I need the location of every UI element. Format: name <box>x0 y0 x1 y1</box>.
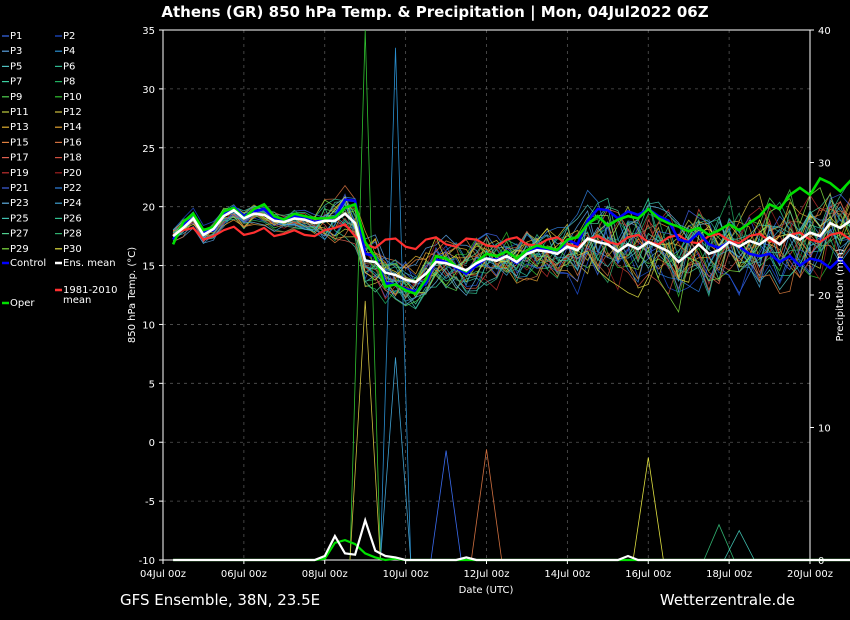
legend-label: Control <box>10 258 46 269</box>
legend-label: Oper <box>10 298 35 309</box>
y-axis-ticks: 35 30 25 20 15 10 5 0 -5 -10 <box>139 26 163 567</box>
member-precip-spike-1 <box>380 47 412 561</box>
member-line-4 <box>172 201 850 293</box>
x-tick-label: 10Jul 00z <box>383 569 429 580</box>
member-precip-spike-2 <box>380 357 412 561</box>
footer-left: GFS Ensemble, 38N, 23.5E <box>120 591 320 609</box>
legend-label: P30 <box>63 244 82 255</box>
y2-tick-label: 30 <box>818 159 831 170</box>
y-tick-label: 25 <box>142 144 155 155</box>
legend-label: P12 <box>63 107 82 118</box>
legend-label: P24 <box>63 198 82 209</box>
y-tick-label: -10 <box>139 556 155 567</box>
member-precip-spike-8 <box>703 523 735 561</box>
legend-label: P11 <box>10 107 29 118</box>
x-tick-label: 20Jul 00z <box>787 569 833 580</box>
legend-label: P13 <box>10 122 29 133</box>
legend-label: Ens. mean <box>63 258 116 269</box>
legend-label: P18 <box>63 153 82 164</box>
y-tick-label: -5 <box>145 497 155 508</box>
legend-label: P23 <box>10 198 29 209</box>
y-tick-label: 15 <box>142 262 155 273</box>
y2-tick-label: 10 <box>818 424 831 435</box>
member-line-8 <box>172 194 850 305</box>
x-tick-label: 04Jul 00z <box>140 569 186 580</box>
y2-axis-ticks: 40 30 20 10 0 <box>810 26 831 567</box>
legend-label: P2 <box>63 31 75 42</box>
y2-tick-label: 40 <box>818 26 831 37</box>
y-axis-label: 850 hPa Temp. (°C) <box>127 247 138 343</box>
y-tick-label: 20 <box>142 203 155 214</box>
x-axis-ticks: 04Jul 00z 06Jul 00z 08Jul 00z 10Jul 00z 12Ju… <box>140 560 833 580</box>
legend-label: P15 <box>10 137 29 148</box>
footer-right: Wetterzentrale.de <box>660 591 795 609</box>
chart-title: Athens (GR) 850 hPa Temp. & Precipitatio… <box>161 3 708 22</box>
y-tick-label: 5 <box>149 379 155 390</box>
member-precip-spike-7 <box>632 457 664 561</box>
x-tick-label: 14Jul 00z <box>544 569 590 580</box>
y2-axis-label: Precipitation (mm) <box>835 248 846 341</box>
x-tick-label: 18Jul 00z <box>706 569 752 580</box>
legend-label: P6 <box>63 61 75 72</box>
legend-label: P8 <box>63 77 75 88</box>
x-tick-label: 08Jul 00z <box>302 569 348 580</box>
legend-label: P16 <box>63 137 82 148</box>
y2-tick-label: 0 <box>818 556 824 567</box>
precipitation-series <box>173 516 850 562</box>
y-tick-label: 35 <box>142 26 155 37</box>
legend-label: P27 <box>10 229 29 240</box>
ensemble-members <box>172 29 850 561</box>
y-tick-label: 30 <box>142 85 155 96</box>
member-precip-spike-5 <box>470 449 503 561</box>
series-line-oper <box>171 176 850 296</box>
member-precip-spike-9 <box>723 529 755 561</box>
legend-label: P9 <box>10 92 22 103</box>
gridlines <box>162 29 811 561</box>
member-precip-spike-4 <box>349 300 381 561</box>
legend-label: P22 <box>63 183 82 194</box>
member-precip-spike-3 <box>349 29 381 561</box>
x-tick-label: 12Jul 00z <box>464 569 510 580</box>
legend-label: P21 <box>10 183 29 194</box>
legend-label: P17 <box>10 153 29 164</box>
legend-label: P3 <box>10 46 22 57</box>
legend-label: P29 <box>10 244 29 255</box>
legend-label: P1 <box>10 31 22 42</box>
legend-label: P20 <box>63 168 82 179</box>
legend: P1 P2 P3 P4 P5 P6 P7 P8 P9 P10 P11 P12 P13 P14 P15 P16 P… <box>2 31 118 309</box>
legend-label: P19 <box>10 168 29 179</box>
x-axis-label: Date (UTC) <box>459 585 514 596</box>
y-tick-label: 0 <box>149 438 155 449</box>
legend-label: P25 <box>10 213 29 224</box>
member-precip-spike-6 <box>430 450 462 561</box>
legend-label: P10 <box>63 92 82 103</box>
member-line-19 <box>172 194 850 300</box>
main-series <box>171 176 850 296</box>
legend-label: P26 <box>63 213 82 224</box>
series-line-1981-2010-mean <box>172 223 850 251</box>
legend-label: P28 <box>63 229 82 240</box>
legend-label: P14 <box>63 122 82 133</box>
series-line-ens-mean <box>172 208 850 284</box>
y2-tick-label: 20 <box>818 291 831 302</box>
member-line-21 <box>173 193 850 288</box>
precip-line-oper <box>173 538 850 562</box>
legend-label: P5 <box>10 61 22 72</box>
x-tick-label: 06Jul 00z <box>221 569 267 580</box>
legend-label: P7 <box>10 77 22 88</box>
precip-line-ens-mean <box>173 516 850 562</box>
legend-label: 1981-2010 mean <box>63 285 118 306</box>
x-tick-label: 16Jul 00z <box>625 569 671 580</box>
legend-label: P4 <box>63 46 75 57</box>
y-tick-label: 10 <box>142 320 155 331</box>
